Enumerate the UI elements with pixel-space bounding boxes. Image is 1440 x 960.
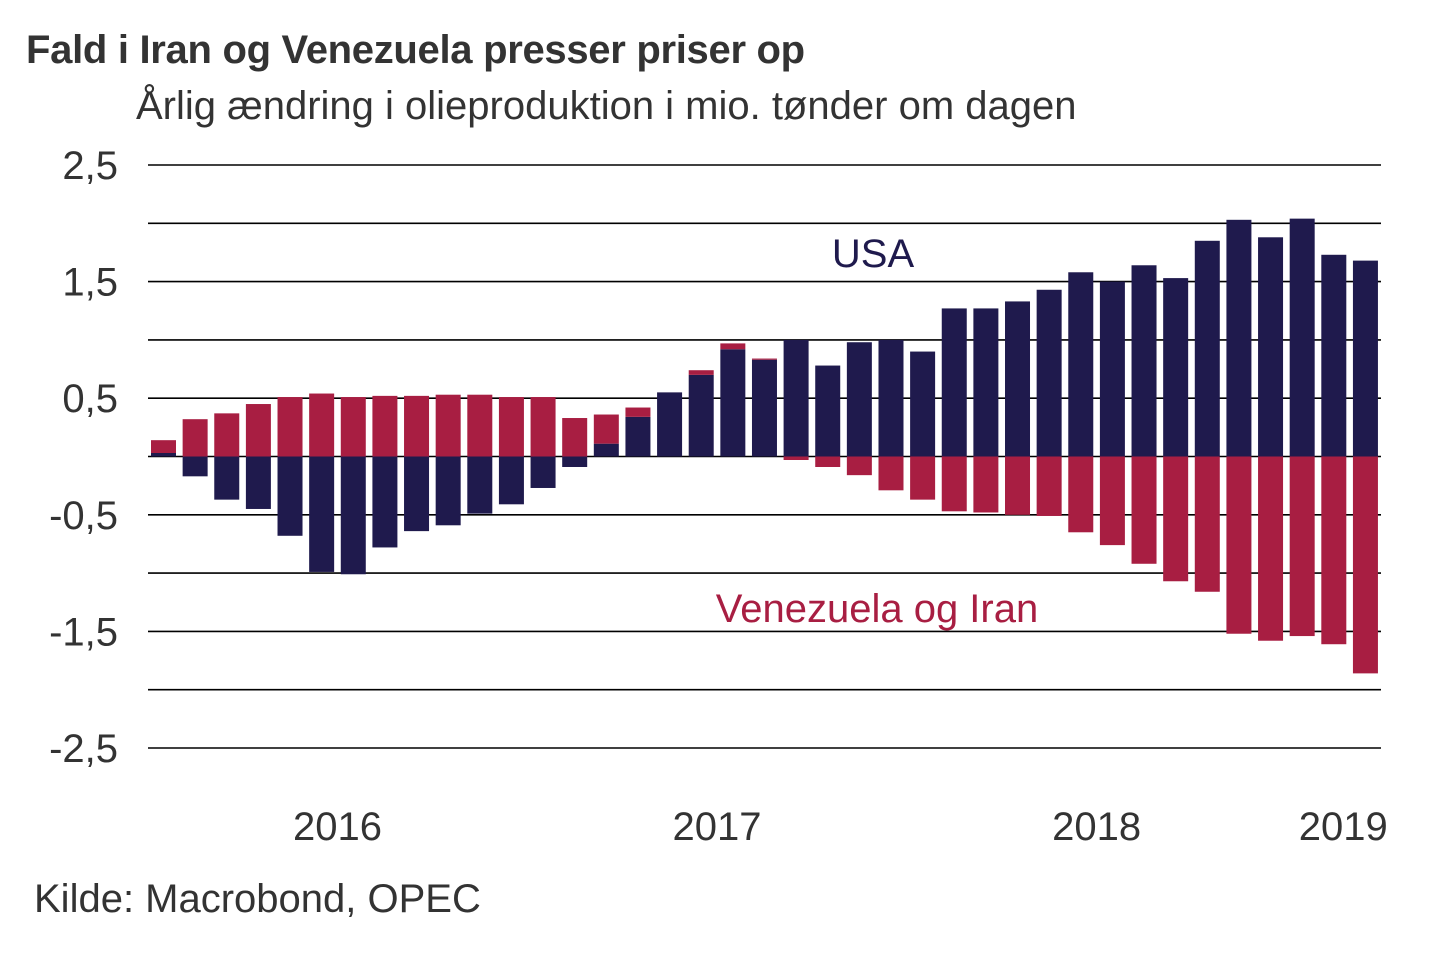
bar-usa <box>1163 278 1189 457</box>
bar-venezuela-iran <box>182 419 208 457</box>
y-tick-label: 0,5 <box>62 377 118 421</box>
bar-venezuela-iran <box>688 370 714 375</box>
bar-usa <box>941 308 967 457</box>
x-tick-label: 2018 <box>1052 805 1141 849</box>
bar-venezuela-iran <box>1194 456 1220 592</box>
bar-usa <box>593 443 619 457</box>
bar-venezuela-iran <box>245 404 271 457</box>
bar-usa <box>657 392 683 457</box>
x-tick-label: 2016 <box>293 805 382 849</box>
annotation-venezuela-iran: Venezuela og Iran <box>716 587 1038 631</box>
bar-usa <box>1194 240 1220 457</box>
bar-venezuela-iran <box>372 395 398 457</box>
bar-usa <box>1131 265 1157 457</box>
bar-usa <box>1036 289 1062 457</box>
bar-usa <box>1226 219 1252 457</box>
bar-usa <box>151 453 176 457</box>
bar-usa <box>404 456 430 532</box>
bar-venezuela-iran <box>1226 456 1252 634</box>
bar-venezuela-iran <box>815 456 841 467</box>
bar-usa <box>1068 272 1094 457</box>
bar-usa <box>182 456 208 477</box>
bar-usa <box>214 456 240 500</box>
bar-usa <box>878 339 904 457</box>
bar-venezuela-iran <box>783 456 809 460</box>
bar-venezuela-iran <box>530 397 556 457</box>
bar-venezuela-iran <box>1068 456 1094 533</box>
bar-venezuela-iran <box>498 397 524 457</box>
bar-usa <box>720 349 746 457</box>
bar-usa <box>245 456 271 509</box>
bar-venezuela-iran <box>751 358 777 360</box>
bar-usa <box>1289 218 1315 457</box>
chart-title: Fald i Iran og Venezuela presser priser … <box>26 28 805 72</box>
bar-usa <box>562 456 588 467</box>
bar-venezuela-iran <box>309 393 335 457</box>
bar-usa <box>751 359 777 457</box>
bar-venezuela-iran <box>1352 456 1378 674</box>
bar-venezuela-iran <box>625 407 651 417</box>
y-tick-label: 1,5 <box>62 261 118 305</box>
bar-venezuela-iran <box>340 397 366 457</box>
x-tick-label: 2017 <box>673 805 762 849</box>
bar-usa <box>1352 260 1378 457</box>
bar-usa <box>530 456 556 488</box>
bar-usa <box>435 456 461 526</box>
bar-usa <box>688 374 714 457</box>
x-axis-tick-labels: 2016 2017 2018 2019 <box>293 805 1388 849</box>
bar-usa <box>467 456 493 514</box>
bar-usa <box>498 456 524 505</box>
bar-venezuela-iran <box>973 456 999 513</box>
bar-venezuela-iran <box>910 456 936 500</box>
bar-usa <box>1005 301 1031 457</box>
bar-venezuela-iran <box>878 456 904 491</box>
bar-usa <box>277 456 303 536</box>
bar-venezuela-iran <box>941 456 967 512</box>
bar-usa <box>1099 281 1125 457</box>
bar-venezuela-iran <box>1258 456 1284 641</box>
bar-venezuela-iran <box>562 418 588 457</box>
bar-venezuela-iran <box>214 413 240 457</box>
y-tick-label: -0,5 <box>49 494 118 538</box>
y-tick-label: 2,5 <box>62 144 118 188</box>
chart-subtitle: Årlig ændring i olieproduktion i mio. tø… <box>136 84 1077 128</box>
bar-usa <box>815 365 841 457</box>
source-note: Kilde: Macrobond, OPEC <box>34 877 481 921</box>
bar-usa <box>846 342 872 457</box>
bar-venezuela-iran <box>404 395 430 457</box>
bar-usa <box>340 456 366 575</box>
x-tick-label: 2019 <box>1299 805 1388 849</box>
bar-usa <box>625 416 651 457</box>
bar-venezuela-iran <box>151 440 176 454</box>
y-axis-tick-labels: 2,5 1,5 0,5 -0,5 -1,5 -2,5 <box>49 144 118 771</box>
bar-usa <box>309 456 335 572</box>
bar-venezuela-iran <box>1163 456 1189 582</box>
bar-venezuela-iran <box>467 394 493 457</box>
bar-venezuela-iran <box>435 394 461 457</box>
bar-venezuela-iran <box>1131 456 1157 564</box>
bar-venezuela-iran <box>1321 456 1347 645</box>
bar-venezuela-iran <box>277 397 303 457</box>
bars <box>151 218 1378 674</box>
bar-venezuela-iran <box>1005 456 1031 515</box>
bar-venezuela-iran <box>1036 456 1062 516</box>
y-tick-label: -2,5 <box>49 727 118 771</box>
bar-usa <box>1258 237 1284 457</box>
bar-venezuela-iran <box>720 343 746 350</box>
annotation-usa: USA <box>832 232 915 276</box>
bar-usa <box>1321 254 1347 457</box>
bar-venezuela-iran <box>1289 456 1315 637</box>
bar-venezuela-iran <box>593 414 619 444</box>
bar-usa <box>372 456 398 548</box>
bar-usa <box>973 308 999 457</box>
bar-venezuela-iran <box>1099 456 1125 546</box>
bar-usa <box>783 339 809 457</box>
y-tick-label: -1,5 <box>49 610 118 654</box>
bar-venezuela-iran <box>846 456 872 476</box>
bar-usa <box>910 351 936 457</box>
